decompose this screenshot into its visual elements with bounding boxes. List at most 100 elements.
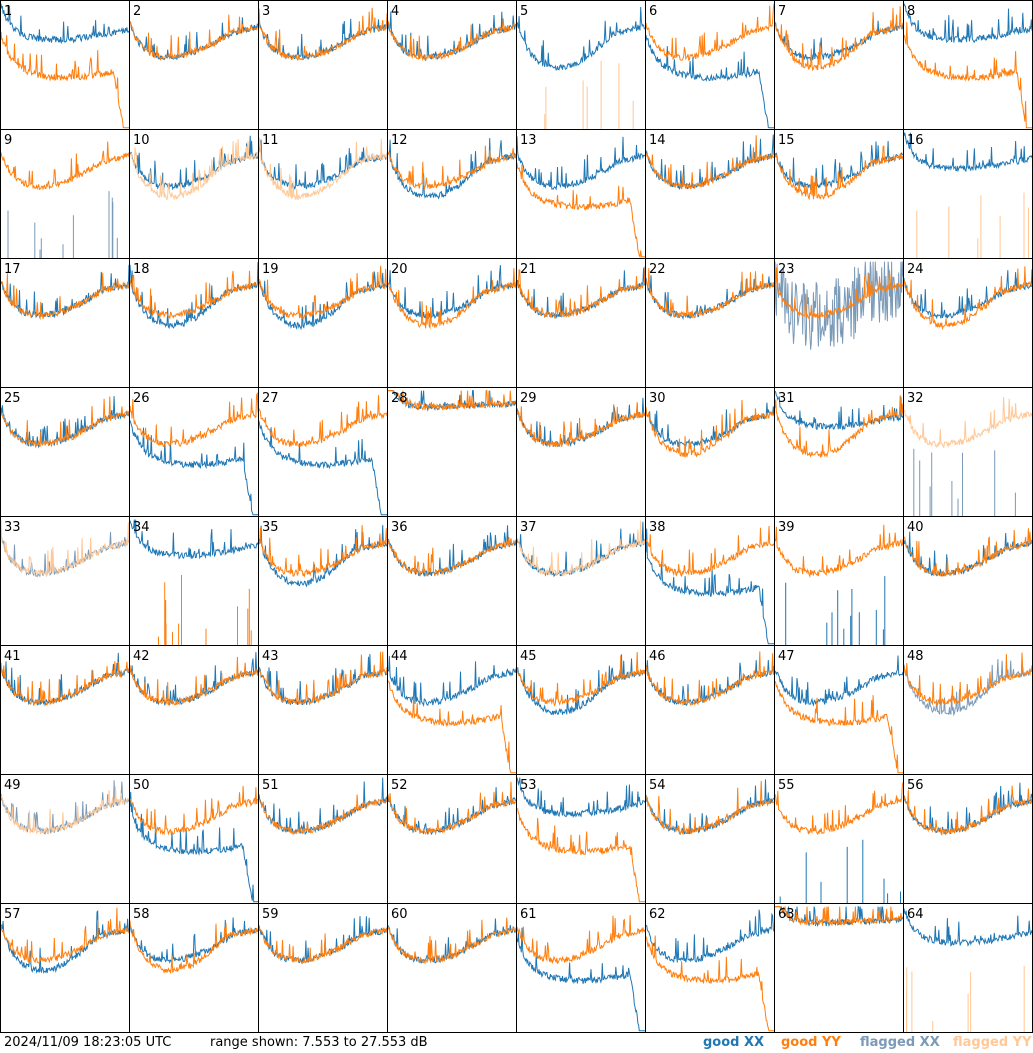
- panel-49-xx-trace: [0, 780, 130, 835]
- panel-23-number: 23: [778, 262, 795, 277]
- legend-good-yy: good YY: [781, 1035, 841, 1050]
- panel-21: 21: [516, 262, 646, 319]
- panel-38-xx-trace: [645, 528, 774, 645]
- legend-flagged-yy: flagged YY: [953, 1035, 1032, 1050]
- panel-60: 60: [387, 907, 517, 965]
- panel-10-yy-trace: [129, 139, 259, 201]
- panel-35-yy-trace: [258, 525, 388, 578]
- panel-47-yy-trace: [774, 680, 903, 774]
- panel-51: 51: [258, 777, 388, 836]
- panel-14-number: 14: [649, 133, 666, 148]
- panel-47-xx-trace: [774, 655, 904, 707]
- panel-60-number: 60: [391, 907, 408, 922]
- panel-48-number: 48: [907, 649, 924, 664]
- panel-32: 32: [903, 391, 1033, 516]
- panel-34: 34: [129, 519, 259, 645]
- panel-27: 27: [258, 391, 388, 516]
- panel-8-number: 8: [907, 4, 915, 19]
- panel-47-number: 47: [778, 649, 795, 664]
- panel-9-xx-trace: [7, 191, 118, 258]
- panel-7: 7: [774, 4, 904, 72]
- panel-25: 25: [0, 391, 130, 449]
- panel-37: 37: [516, 520, 646, 578]
- panel-5-number: 5: [520, 4, 528, 19]
- panel-40: 40: [903, 520, 1033, 577]
- panel-59: 59: [258, 907, 388, 965]
- panel-24-number: 24: [907, 262, 924, 277]
- panel-31-number: 31: [778, 391, 795, 406]
- panel-6-xx-trace: [645, 35, 774, 129]
- panel-4-number: 4: [391, 4, 399, 19]
- panel-40-yy-trace: [903, 528, 1033, 577]
- panel-18: 18: [129, 262, 259, 330]
- panel-7-yy-trace: [774, 6, 904, 72]
- panel-12: 12: [387, 133, 517, 200]
- panel-16-number: 16: [907, 133, 924, 148]
- panel-3-number: 3: [262, 4, 270, 19]
- panel-41-yy-trace: [0, 661, 130, 707]
- panel-22: 22: [645, 262, 775, 321]
- panel-42-yy-trace: [129, 656, 259, 707]
- panel-6-number: 6: [649, 4, 657, 19]
- panel-57-number: 57: [4, 907, 21, 922]
- panel-40-xx-trace: [903, 531, 1033, 577]
- panel-7-number: 7: [778, 4, 786, 19]
- panel-26-xx-trace: [129, 420, 258, 516]
- panel-32-yy-trace: [903, 396, 1033, 449]
- panel-30-yy-trace: [645, 399, 775, 458]
- panel-55-yy-trace: [774, 782, 904, 836]
- panel-31-xx-trace: [774, 390, 904, 431]
- panel-5-yy-trace: [544, 60, 634, 129]
- panel-1: 1: [0, 3, 130, 129]
- panel-24-yy-trace: [903, 266, 1033, 331]
- panel-58-xx-trace: [129, 917, 259, 964]
- panel-42: 42: [129, 649, 259, 707]
- panel-38-yy-trace: [645, 525, 775, 578]
- panel-59-number: 59: [262, 907, 279, 922]
- panel-58-yy-trace: [129, 920, 259, 974]
- panel-46: 46: [645, 649, 775, 707]
- panel-8: 8: [903, 3, 1033, 129]
- panel-62-xx-trace: [645, 909, 775, 963]
- panel-40-number: 40: [907, 520, 924, 535]
- panel-59-yy-trace: [258, 927, 388, 965]
- panel-15-yy-trace: [774, 145, 904, 201]
- panel-35-number: 35: [262, 520, 279, 535]
- panel-17-yy-trace: [0, 272, 130, 321]
- panel-1-yy-trace: [0, 31, 129, 129]
- panel-34-xx-trace: [129, 519, 259, 560]
- panel-53-number: 53: [520, 778, 537, 793]
- panel-26-number: 26: [133, 391, 150, 406]
- panel-45-yy-trace: [516, 651, 646, 707]
- panel-9: 9: [0, 133, 130, 258]
- panel-48-yy-trace: [903, 652, 1033, 706]
- panel-12-number: 12: [391, 133, 408, 148]
- panel-18-number: 18: [133, 262, 150, 277]
- panel-60-yy-trace: [387, 917, 517, 965]
- panel-51-number: 51: [262, 778, 279, 793]
- panel-9-number: 9: [4, 133, 12, 148]
- panel-41-number: 41: [4, 649, 21, 664]
- panel-11: 11: [258, 133, 388, 201]
- panel-27-xx-trace: [258, 420, 387, 516]
- panel-46-yy-trace: [645, 651, 775, 707]
- panel-23-yy-trace: [774, 267, 904, 319]
- panel-43-yy-trace: [258, 651, 388, 706]
- panel-63-yy-trace: [775, 906, 904, 927]
- panel-27-number: 27: [262, 391, 279, 406]
- panel-62-number: 62: [649, 907, 666, 922]
- panel-2-number: 2: [133, 4, 141, 19]
- panel-18-yy-trace: [129, 270, 259, 320]
- panel-45-number: 45: [520, 649, 537, 664]
- panel-20-xx-trace: [387, 265, 517, 320]
- panel-36: 36: [387, 520, 517, 577]
- panel-50-yy-trace: [129, 785, 259, 836]
- panel-13-xx-trace: [516, 136, 646, 191]
- panel-46-number: 46: [649, 649, 666, 664]
- panel-33-yy-trace: [0, 519, 130, 577]
- panel-25-number: 25: [4, 391, 21, 406]
- panel-19: 19: [258, 262, 388, 331]
- panel-3-yy-trace: [258, 7, 388, 61]
- panel-33: 33: [0, 519, 130, 578]
- panel-17: 17: [0, 262, 130, 321]
